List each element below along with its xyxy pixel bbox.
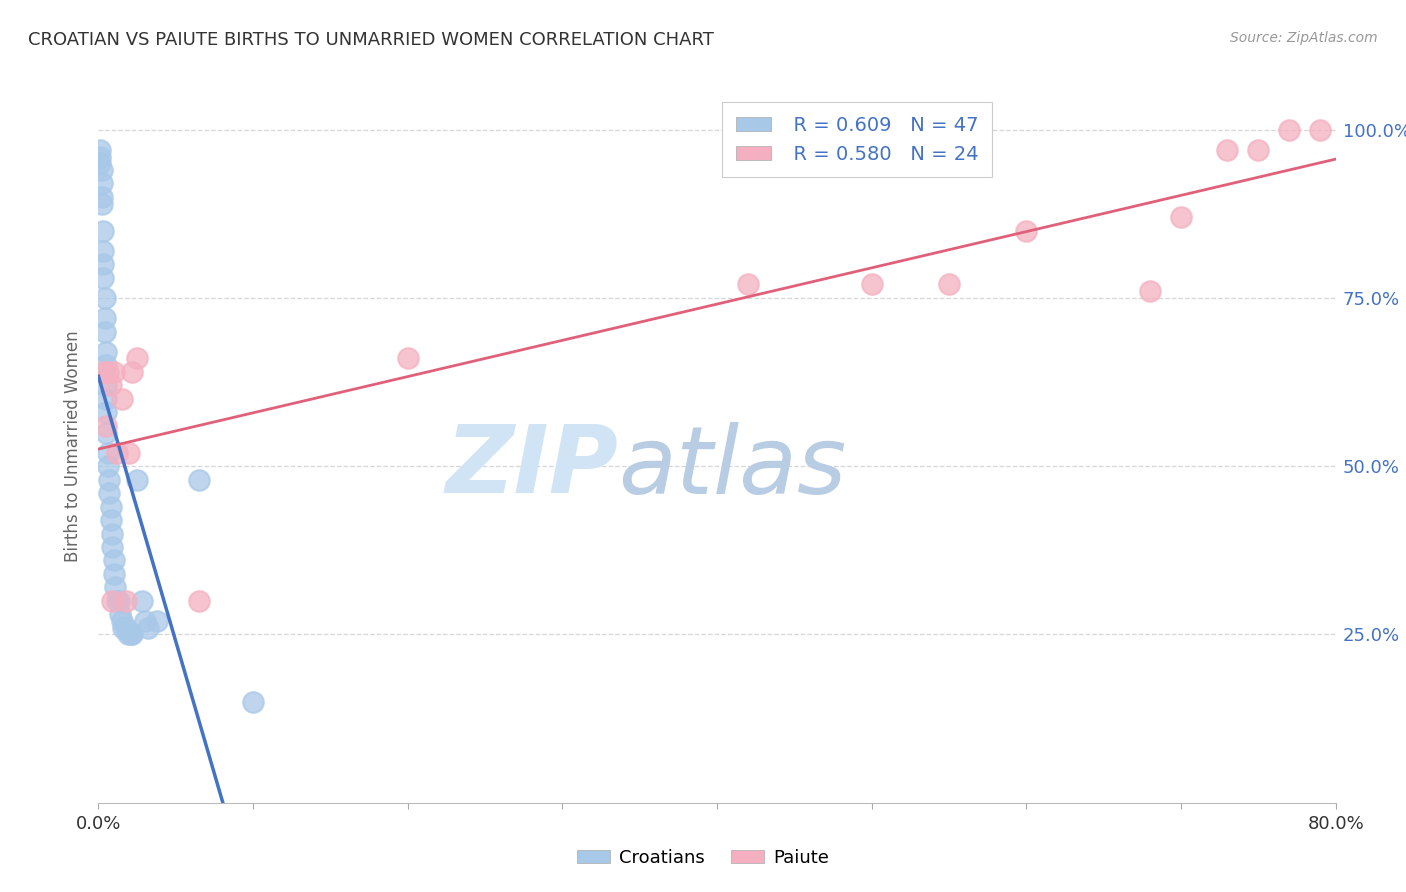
Point	[396, 351, 419, 366]
Point	[1170, 210, 1192, 224]
Point	[91, 365, 114, 379]
Point	[105, 446, 128, 460]
Point	[100, 378, 122, 392]
Point	[98, 473, 121, 487]
Point	[121, 627, 143, 641]
Point	[134, 614, 156, 628]
Legend: Croatians, Paiute: Croatians, Paiute	[569, 842, 837, 874]
Point	[131, 594, 153, 608]
Point	[188, 594, 211, 608]
Legend:   R = 0.609   N = 47,   R = 0.580   N = 24: R = 0.609 N = 47, R = 0.580 N = 24	[723, 103, 991, 178]
Point	[111, 614, 134, 628]
Point	[1309, 122, 1331, 136]
Point	[91, 244, 114, 258]
Point	[97, 459, 120, 474]
Point	[90, 163, 112, 178]
Point	[100, 513, 122, 527]
Point	[146, 614, 169, 628]
Point	[93, 325, 115, 339]
Point	[96, 358, 118, 372]
Y-axis label: Births to Unmarried Women: Births to Unmarried Women	[65, 330, 83, 562]
Point	[89, 149, 111, 163]
Point	[90, 196, 112, 211]
Point	[91, 270, 114, 285]
Point	[90, 190, 112, 204]
Point	[737, 277, 759, 292]
Point	[91, 257, 114, 271]
Point	[127, 473, 149, 487]
Point	[103, 553, 125, 567]
Point	[112, 621, 135, 635]
Point	[111, 392, 134, 406]
Point	[96, 392, 118, 406]
Point	[101, 540, 124, 554]
Point	[97, 446, 120, 460]
Point	[93, 311, 115, 326]
Text: Source: ZipAtlas.com: Source: ZipAtlas.com	[1230, 31, 1378, 45]
Point	[101, 526, 124, 541]
Point	[103, 566, 125, 581]
Point	[938, 277, 960, 292]
Point	[860, 277, 883, 292]
Point	[1278, 122, 1301, 136]
Point	[120, 627, 142, 641]
Point	[96, 378, 118, 392]
Point	[96, 344, 118, 359]
Point	[96, 425, 118, 440]
Point	[89, 143, 111, 157]
Point	[91, 223, 114, 237]
Point	[188, 473, 211, 487]
Point	[127, 351, 149, 366]
Text: CROATIAN VS PAIUTE BIRTHS TO UNMARRIED WOMEN CORRELATION CHART: CROATIAN VS PAIUTE BIRTHS TO UNMARRIED W…	[28, 31, 714, 49]
Point	[93, 291, 115, 305]
Point	[104, 580, 127, 594]
Point	[242, 695, 264, 709]
Point	[90, 177, 112, 191]
Text: ZIP: ZIP	[446, 421, 619, 514]
Point	[89, 156, 111, 170]
Point	[117, 627, 139, 641]
Point	[121, 365, 143, 379]
Point	[101, 594, 124, 608]
Point	[1015, 223, 1038, 237]
Point	[136, 621, 159, 635]
Point	[115, 594, 138, 608]
Point	[1247, 143, 1270, 157]
Point	[115, 621, 138, 635]
Point	[103, 365, 125, 379]
Point	[105, 594, 128, 608]
Point	[118, 446, 141, 460]
Point	[98, 486, 121, 500]
Point	[1139, 284, 1161, 298]
Text: atlas: atlas	[619, 422, 846, 513]
Point	[97, 365, 120, 379]
Point	[107, 594, 129, 608]
Point	[96, 405, 118, 419]
Point	[108, 607, 131, 622]
Point	[96, 418, 118, 433]
Point	[100, 500, 122, 514]
Point	[1216, 143, 1239, 157]
